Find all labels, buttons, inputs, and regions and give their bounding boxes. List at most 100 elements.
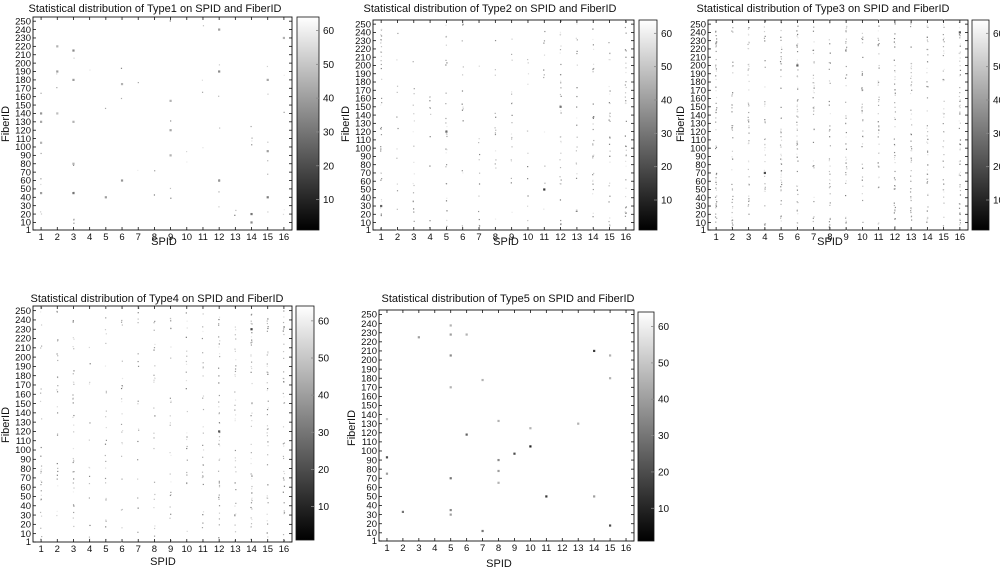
density-dot xyxy=(186,432,188,434)
density-dot xyxy=(715,189,718,191)
density-dot xyxy=(862,130,864,132)
density-dot xyxy=(445,219,448,222)
density-dot xyxy=(186,161,188,163)
y-tick-label: 140 xyxy=(690,110,706,121)
density-dot xyxy=(104,467,107,469)
density-dot xyxy=(380,213,382,215)
density-dot xyxy=(813,167,815,169)
density-dot xyxy=(943,183,945,185)
density-dot xyxy=(780,139,783,141)
x-tick-label: 3 xyxy=(411,232,416,243)
density-dot xyxy=(715,187,717,189)
y-tick-label: 30 xyxy=(20,201,31,212)
density-dot xyxy=(73,460,75,462)
density-dot xyxy=(104,454,106,457)
density-dot xyxy=(609,90,611,92)
density-dot xyxy=(186,474,188,476)
density-dot xyxy=(559,176,561,178)
density-dot xyxy=(137,531,139,533)
density-dot xyxy=(494,218,497,220)
x-tick-label: 9 xyxy=(168,232,173,243)
density-dot xyxy=(764,205,766,207)
density-dot xyxy=(218,367,220,369)
density-dot xyxy=(154,415,156,417)
density-dot xyxy=(926,85,928,88)
density-dot xyxy=(428,227,431,229)
data-point xyxy=(56,112,59,115)
data-point xyxy=(417,336,420,339)
density-dot xyxy=(153,349,155,351)
density-dot xyxy=(429,107,431,109)
density-dot xyxy=(715,199,717,201)
density-dot xyxy=(186,459,188,461)
density-dot xyxy=(73,219,75,221)
density-dot xyxy=(731,126,733,129)
density-dot xyxy=(380,128,382,130)
density-dot xyxy=(592,179,594,181)
density-dot xyxy=(797,229,799,231)
x-tick-label: 12 xyxy=(890,232,901,243)
density-dot xyxy=(608,85,610,88)
density-dot xyxy=(461,109,464,111)
density-dot xyxy=(894,185,896,187)
density-dot xyxy=(251,474,253,476)
density-dot xyxy=(796,127,798,130)
y-tick-label: 40 xyxy=(20,192,31,203)
density-dot xyxy=(89,422,91,424)
density-dot xyxy=(715,41,718,44)
density-dot xyxy=(283,485,286,487)
density-dot xyxy=(169,415,171,417)
density-dot xyxy=(413,211,415,213)
density-dot xyxy=(943,52,945,54)
density-dot xyxy=(511,122,513,124)
density-dot xyxy=(283,402,285,404)
density-dot xyxy=(845,194,847,197)
y-axis-label: FiberID xyxy=(675,106,687,142)
data-point xyxy=(449,477,452,480)
density-dot xyxy=(812,165,814,167)
density-dot xyxy=(446,62,448,64)
data-point xyxy=(169,99,172,102)
density-dot xyxy=(543,42,545,44)
density-dot xyxy=(251,485,253,488)
density-dot xyxy=(40,470,42,473)
density-dot xyxy=(445,103,447,105)
density-dot xyxy=(250,361,253,363)
y-tick-label: 180 xyxy=(15,371,31,382)
density-dot xyxy=(266,330,268,332)
density-dot xyxy=(494,132,497,134)
y-tick-label: 140 xyxy=(361,410,377,421)
density-dot xyxy=(797,43,799,45)
density-dot xyxy=(625,206,627,208)
y-tick-label: 210 xyxy=(15,343,31,354)
density-dot xyxy=(120,67,123,69)
density-dot xyxy=(748,89,750,91)
density-dot xyxy=(170,400,172,402)
density-dot xyxy=(797,25,799,27)
density-dot xyxy=(748,63,750,65)
density-dot xyxy=(714,216,717,218)
density-dot xyxy=(73,471,75,473)
density-dot xyxy=(40,311,42,313)
density-dot xyxy=(120,509,123,511)
density-dot xyxy=(861,112,863,114)
density-dot xyxy=(543,54,546,56)
data-point xyxy=(577,422,580,425)
density-dot xyxy=(234,460,237,462)
density-dot xyxy=(829,62,831,64)
density-dot xyxy=(88,497,90,499)
data-points xyxy=(39,28,286,224)
density-dot xyxy=(926,125,928,127)
density-dot xyxy=(73,348,75,350)
density-dot xyxy=(56,434,59,436)
density-dot xyxy=(73,478,75,480)
density-dot xyxy=(185,336,187,338)
density-dot xyxy=(72,320,74,322)
density-dot xyxy=(592,157,594,159)
density-dot xyxy=(893,156,896,159)
x-tick-label: 3 xyxy=(416,543,421,554)
density-dot xyxy=(829,129,831,131)
x-axis-label: SPID xyxy=(493,236,519,248)
density-dot xyxy=(959,160,961,162)
density-dot xyxy=(943,153,945,156)
